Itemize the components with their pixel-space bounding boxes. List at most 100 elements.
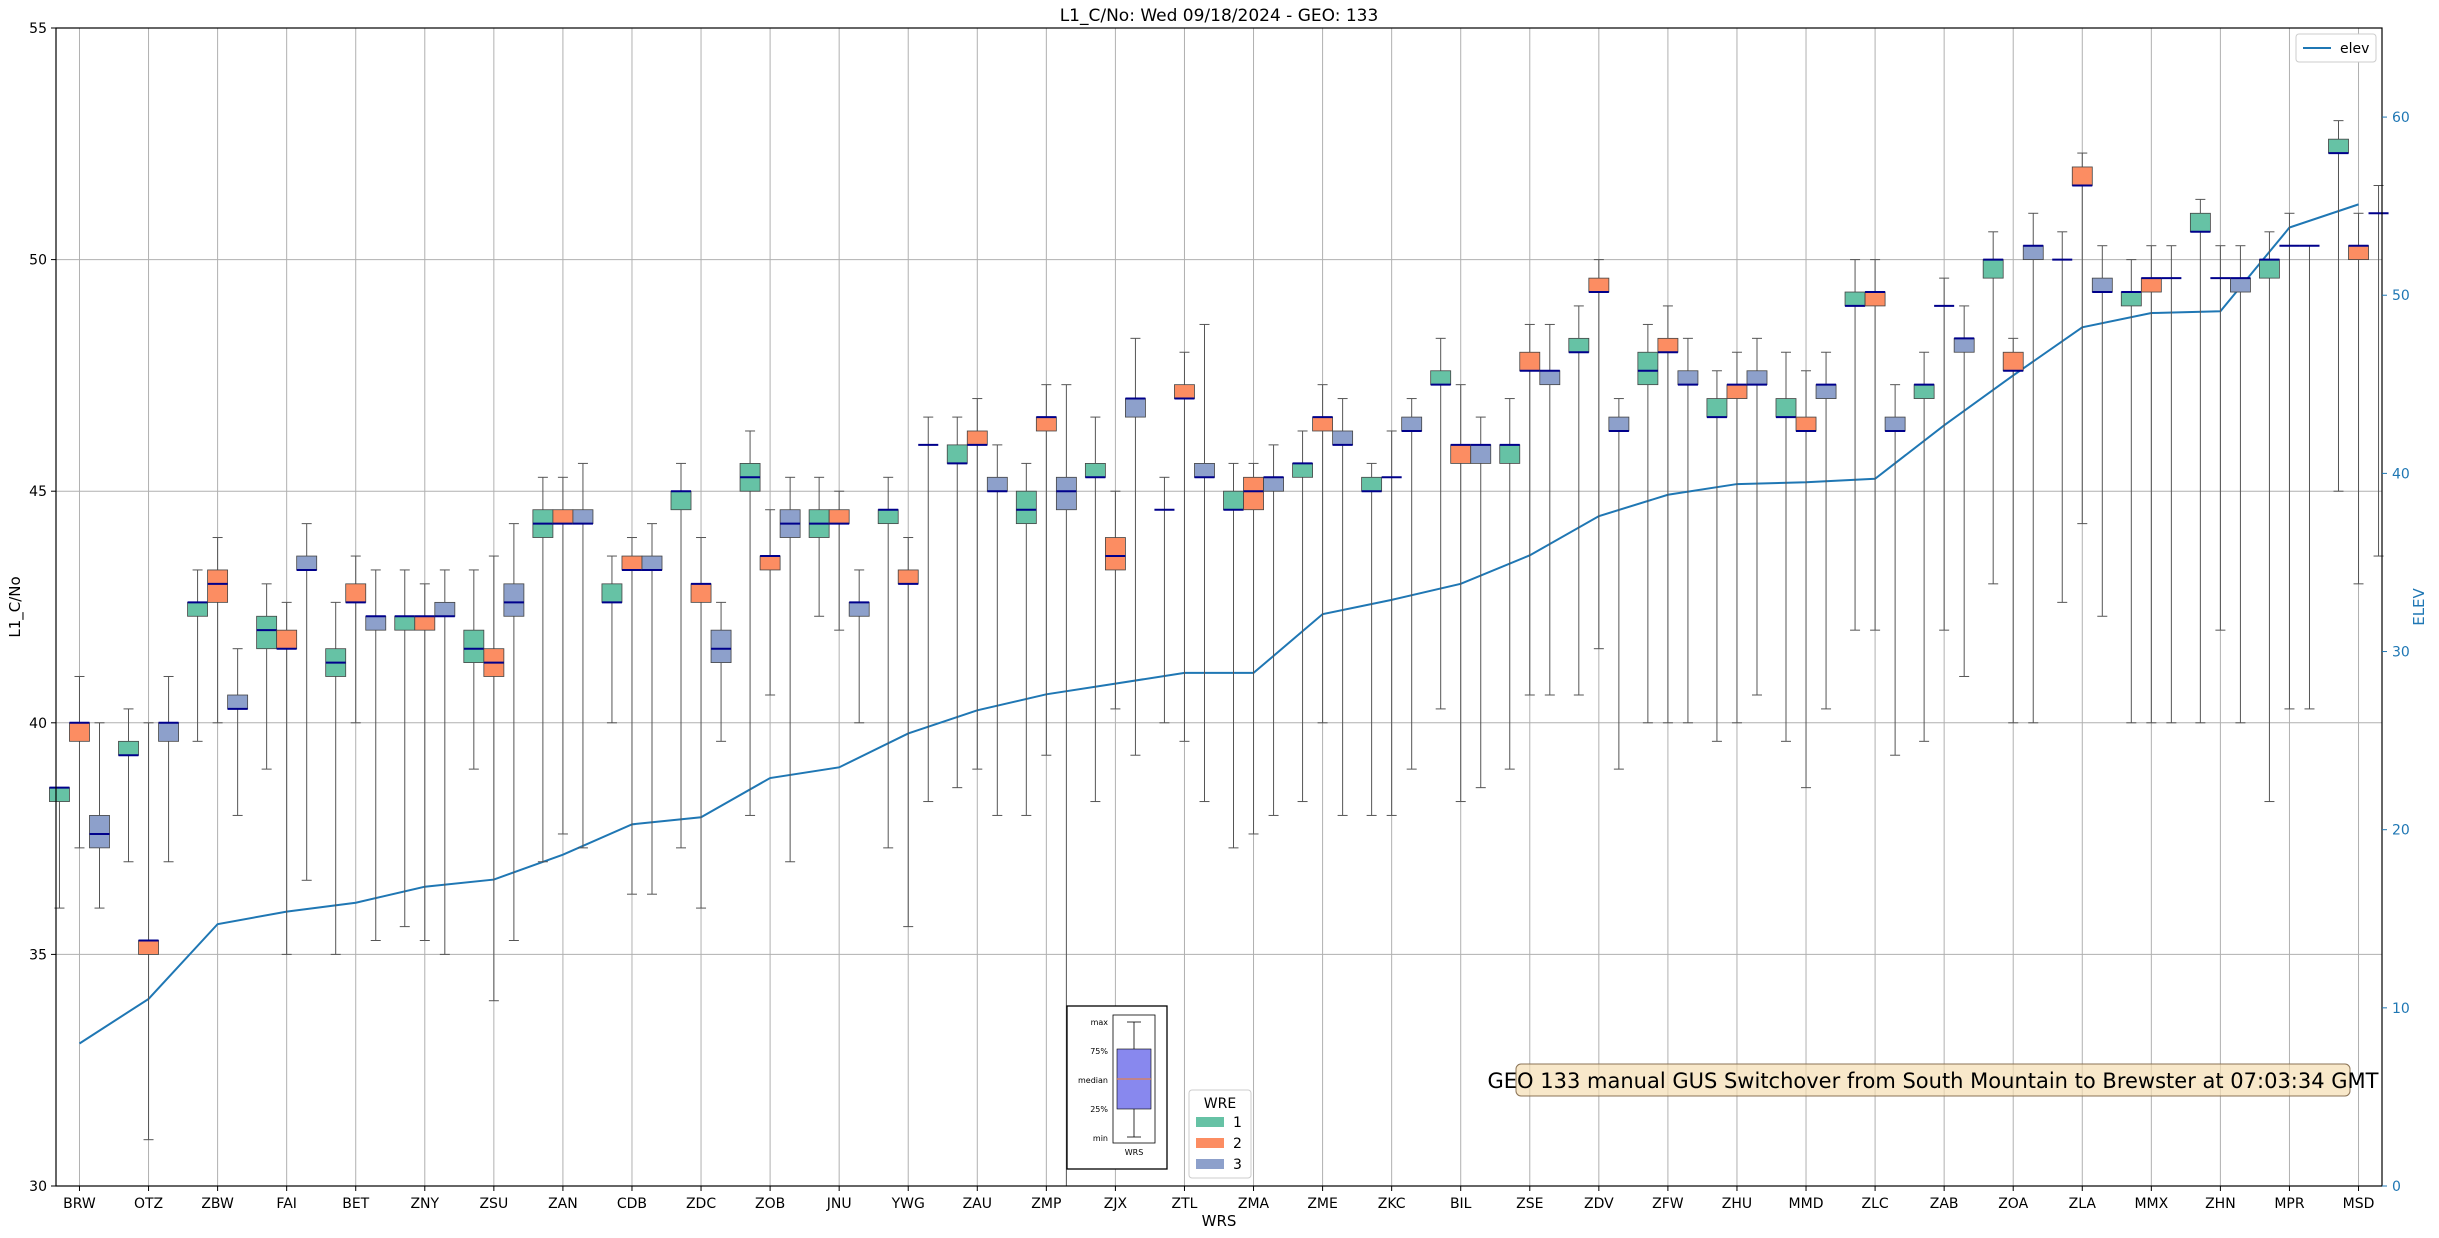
box-wre-1 <box>1775 398 1797 418</box>
chart-title: L1_C/No: Wed 09/18/2024 - GEO: 133 <box>1060 6 1379 26</box>
x-tick-label: ZMP <box>1031 1196 1061 1212</box>
x-tick-label: ZBW <box>201 1196 234 1212</box>
box-wre-3 <box>1953 337 1975 353</box>
box-wre-1 <box>1361 476 1383 492</box>
box-wre-2 <box>2002 351 2024 372</box>
box-wre-3 <box>1539 370 1561 386</box>
box-wre-2 <box>1726 384 1748 399</box>
box-wre-3 <box>1677 370 1699 386</box>
box-wre-3 <box>2230 277 2251 293</box>
x-tick-label: ZLC <box>1862 1196 1889 1212</box>
box-wre-2 <box>1519 351 1541 372</box>
box-wre-1 <box>1084 463 1106 478</box>
box-wre-3 <box>1884 416 1906 432</box>
box-wre-2 <box>1243 476 1264 511</box>
x-tick-label: ZSU <box>479 1196 508 1212</box>
box-wre-1 <box>2189 212 2211 233</box>
wre-legend-label-1: 1 <box>1233 1115 1242 1131</box>
box-key-label-25: 25% <box>1090 1105 1108 1114</box>
box-wre-3 <box>1746 370 1768 386</box>
box-key-xlabel: WRS <box>1125 1148 1144 1157</box>
box-wre-2 <box>207 569 229 603</box>
x-tick-label: BIL <box>1450 1196 1472 1212</box>
box-wre-2 <box>759 555 781 571</box>
box-wre-3 <box>1401 416 1423 432</box>
box-wre-3 <box>158 722 179 742</box>
y-right-tick-label: 0 <box>2392 1179 2401 1195</box>
elev-legend-frame <box>2295 33 2377 63</box>
box-wre-3 <box>848 601 870 617</box>
box-wre-1 <box>1982 259 2004 279</box>
y-tick-label: 50 <box>29 253 47 269</box>
x-tick-label: ZHN <box>2205 1196 2236 1212</box>
box-wre-1 <box>1223 490 1244 511</box>
x-tick-label: ZNY <box>410 1196 439 1212</box>
wre-legend-swatch-1 <box>1196 1117 1224 1127</box>
box-key-legend: max 75% median 25% min WRS <box>1066 1005 1168 1170</box>
box-wre-3 <box>1608 416 1630 432</box>
x-tick-label: MSD <box>2343 1196 2375 1212</box>
box-wre-3 <box>1194 463 1215 478</box>
x-tick-label: ZLA <box>2069 1196 2097 1212</box>
box-wre-2 <box>2348 245 2369 260</box>
box-wre-2 <box>345 583 367 603</box>
box-wre-3 <box>89 815 110 849</box>
box-wre-1 <box>2259 259 2280 279</box>
wre-legend-frame <box>1188 1089 1252 1179</box>
box-wre-2 <box>1450 444 1472 464</box>
box-key-label-max: max <box>1091 1018 1109 1027</box>
box-wre-1 <box>946 444 968 464</box>
box-wre-1 <box>49 787 70 802</box>
y-tick-labels: 30 35 40 45 50 55 <box>29 21 56 1195</box>
x-axis-label: WRS <box>1202 1212 1237 1230</box>
box-wre-2 <box>69 722 90 742</box>
box-wre-1 <box>187 601 208 617</box>
y-axis-label: L1_C/No <box>6 576 25 637</box>
box-wre-1 <box>670 490 692 511</box>
y-right-tick-label: 40 <box>2392 466 2410 482</box>
x-tick-label: JNU <box>826 1196 852 1212</box>
box-wre-1 <box>1292 463 1313 478</box>
box-layer <box>49 120 2389 1187</box>
x-tick-label: BRW <box>63 1196 96 1212</box>
x-tick-label: ZJX <box>1104 1196 1128 1212</box>
x-tick-label: ZFW <box>1652 1196 1684 1212</box>
y-right-tick-label: 20 <box>2392 823 2410 839</box>
y-right-axis-label: ELEV <box>2410 587 2428 625</box>
plot-frame <box>55 27 2383 1187</box>
x-tick-labels: BRW OTZ ZBW FAI BET ZNY ZSU ZAN CDB ZDC ZOB JNU YWG Z… <box>63 1186 2374 1212</box>
box-wre-1 <box>2120 291 2142 307</box>
box-wre-3 <box>710 629 732 663</box>
x-tick-label: OTZ <box>134 1196 163 1212</box>
box-wre-1 <box>463 629 485 663</box>
box-wre-3 <box>1055 476 1077 511</box>
box-wre-3 <box>986 476 1008 492</box>
box-wre-2 <box>1588 277 1610 293</box>
box-wre-2 <box>1864 291 1886 307</box>
box-wre-1 <box>256 615 278 650</box>
y-right-tick-labels: 0 10 20 30 40 50 60 <box>2382 110 2410 1195</box>
x-tick-label: FAI <box>276 1196 296 1212</box>
box-wre-1 <box>118 740 139 756</box>
box-wre-1 <box>1015 490 1037 525</box>
box-wre-3 <box>572 509 594 525</box>
y-right-tick-label: 60 <box>2392 110 2410 126</box>
x-tick-label: ZSE <box>1516 1196 1543 1212</box>
wre-legend: WRE 1 2 3 <box>1188 1089 1252 1179</box>
x-tick-label: ZMA <box>1238 1196 1270 1212</box>
x-tick-label: ZOA <box>1998 1196 2028 1212</box>
box-wre-2 <box>2071 166 2093 186</box>
box-wre-3 <box>1332 430 1354 446</box>
box-wre-1 <box>394 615 416 631</box>
box-wre-2 <box>1174 384 1195 399</box>
box-wre-2 <box>1104 537 1126 571</box>
x-tick-label: ZAB <box>1930 1196 1959 1212</box>
box-wre-1 <box>1637 351 1659 386</box>
y-right-tick-label: 50 <box>2392 288 2410 304</box>
x-tick-label: ZDV <box>1584 1196 1614 1212</box>
x-tick-label: ZAN <box>548 1196 578 1212</box>
wre-legend-swatch-3 <box>1196 1159 1224 1169</box>
y-tick-label: 35 <box>29 947 47 963</box>
